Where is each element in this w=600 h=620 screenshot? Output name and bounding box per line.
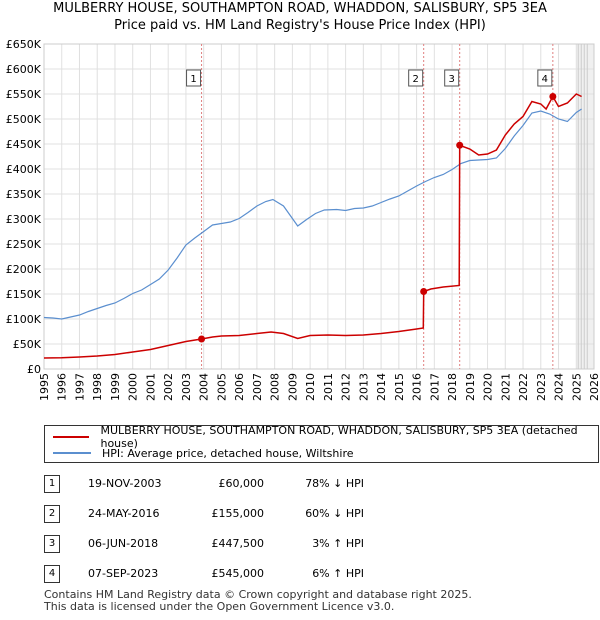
x-tick-label: 2016 <box>411 373 424 401</box>
sale-marker-box <box>186 69 202 87</box>
y-tick-label: £200K <box>6 263 42 276</box>
sale-marker-box <box>537 69 553 87</box>
price-chart: £0 £50K £100K £150K £200K £250K £300K £350K £400… <box>6 38 600 401</box>
legend-label-hpi: HPI: Average price, detached house, Wilt… <box>102 446 354 460</box>
sale-marker-box <box>444 69 460 87</box>
sale-price: £155,000 <box>211 507 265 520</box>
x-tick-label: 2007 <box>251 373 264 401</box>
sale-hpi-diff: 78% ↓ HPI <box>305 477 364 490</box>
plot-border <box>43 43 595 370</box>
y-tick-label: £150K <box>6 288 42 301</box>
sale-price: £447,500 <box>211 537 265 550</box>
chart-subtitle: Price paid vs. HM Land Registry's House … <box>114 18 486 33</box>
x-tick-label: 2026 <box>588 373 600 401</box>
legend-item-hpi: HPI: Average price, detached house, Wilt… <box>53 445 354 461</box>
x-tick-label: 1995 <box>38 373 51 401</box>
x-tick-label: 2023 <box>535 373 548 401</box>
y-tick-label: £500K <box>6 113 42 126</box>
x-tick-label: 2014 <box>375 373 388 401</box>
table-row: 1 19-NOV-2003 £60,000 78% ↓ HPI <box>44 474 424 494</box>
sale-number-badge: 3 <box>44 535 60 553</box>
x-tick-label: 1996 <box>56 373 69 401</box>
x-tick-label: 2015 <box>393 373 406 401</box>
x-tick-label: 2009 <box>286 373 299 401</box>
sale-hpi-diff: 6% ↑ HPI <box>312 567 364 580</box>
y-tick-label: £50K <box>13 338 42 351</box>
sale-marker-box <box>408 69 424 87</box>
y-tick-label: £300K <box>6 213 42 226</box>
x-tick-label: 2002 <box>162 373 175 401</box>
table-row: 3 06-JUN-2018 £447,500 3% ↑ HPI <box>44 534 424 554</box>
x-tick-label: 2017 <box>428 373 441 401</box>
x-tick-label: 2005 <box>215 373 228 401</box>
y-tick-label: £350K <box>6 188 42 201</box>
y-tick-label: £400K <box>6 163 42 176</box>
x-tick-label: 2001 <box>144 373 157 401</box>
sale-point <box>198 335 206 343</box>
sale-marker-label: 3 <box>449 74 455 85</box>
y-tick-label: £650K <box>6 38 42 51</box>
x-tick-label: 2024 <box>553 373 566 401</box>
x-tick-label: 1998 <box>91 373 104 401</box>
x-tick-label: 2021 <box>499 373 512 401</box>
x-tick-label: 2020 <box>482 373 495 401</box>
chart-title-address: MULBERRY HOUSE, SOUTHAMPTON ROAD, WHADDO… <box>53 1 547 16</box>
y-tick-label: £0 <box>27 363 41 376</box>
legend-swatch-hpi <box>53 452 91 454</box>
sale-number-badge: 2 <box>44 505 60 523</box>
x-tick-label: 1997 <box>73 373 86 401</box>
x-tick-label: 2003 <box>180 373 193 401</box>
legend-label-property: MULBERRY HOUSE, SOUTHAMPTON ROAD, WHADDO… <box>100 424 578 450</box>
hpi-line <box>43 108 582 320</box>
x-tick-label: 2008 <box>269 373 282 401</box>
property-price-line <box>43 93 582 359</box>
sale-hpi-diff: 3% ↑ HPI <box>312 537 364 550</box>
chart-legend: MULBERRY HOUSE, SOUTHAMPTON ROAD, WHADDO… <box>44 424 599 463</box>
table-row: 4 07-SEP-2023 £545,000 6% ↑ HPI <box>44 564 424 584</box>
y-tick-label: £600K <box>6 63 42 76</box>
footer-attribution: Contains HM Land Registry data © Crown c… <box>44 589 472 613</box>
sale-price: £545,000 <box>211 567 265 580</box>
sale-point <box>420 288 428 295</box>
sale-point <box>456 141 464 149</box>
footer-copyright: Contains HM Land Registry data © Crown c… <box>44 588 472 601</box>
x-tick-label: 2022 <box>517 373 530 401</box>
legend-item-property: MULBERRY HOUSE, SOUTHAMPTON ROAD, WHADDO… <box>53 424 598 450</box>
x-tick-label: 2006 <box>233 373 246 401</box>
x-tick-label: 2013 <box>357 373 370 401</box>
x-tick-label: 2010 <box>304 373 317 401</box>
x-tick-label: 2000 <box>127 373 140 401</box>
sale-date: 19-NOV-2003 <box>88 477 162 490</box>
y-tick-label: £550K <box>6 88 42 101</box>
x-tick-label: 2018 <box>446 373 459 401</box>
sale-marker-label: 1 <box>190 74 196 85</box>
sale-date: 06-JUN-2018 <box>88 537 159 550</box>
sale-hpi-diff: 60% ↓ HPI <box>305 507 364 520</box>
legend-swatch-property <box>53 436 90 438</box>
y-tick-label: £100K <box>6 313 42 326</box>
sale-date: 07-SEP-2023 <box>88 567 159 580</box>
x-tick-label: 1999 <box>109 373 122 401</box>
footer-license: This data is licensed under the Open Gov… <box>44 600 395 613</box>
sale-marker-label: 2 <box>412 74 418 85</box>
sale-number-badge: 4 <box>44 565 60 583</box>
y-tick-label: £450K <box>6 138 42 151</box>
sale-price: £60,000 <box>218 477 265 490</box>
sale-marker-label: 4 <box>542 74 548 85</box>
x-tick-label: 2025 <box>570 373 583 401</box>
sale-point <box>549 93 557 100</box>
x-tick-label: 2004 <box>198 373 211 401</box>
y-tick-label: £250K <box>6 238 42 251</box>
sale-number-badge: 1 <box>44 475 60 493</box>
future-shading <box>576 44 594 369</box>
x-tick-label: 2019 <box>464 373 477 401</box>
x-tick-label: 2012 <box>340 373 353 401</box>
sale-date: 24-MAY-2016 <box>88 507 160 520</box>
x-tick-label: 2011 <box>322 373 335 401</box>
table-row: 2 24-MAY-2016 £155,000 60% ↓ HPI <box>44 504 424 524</box>
